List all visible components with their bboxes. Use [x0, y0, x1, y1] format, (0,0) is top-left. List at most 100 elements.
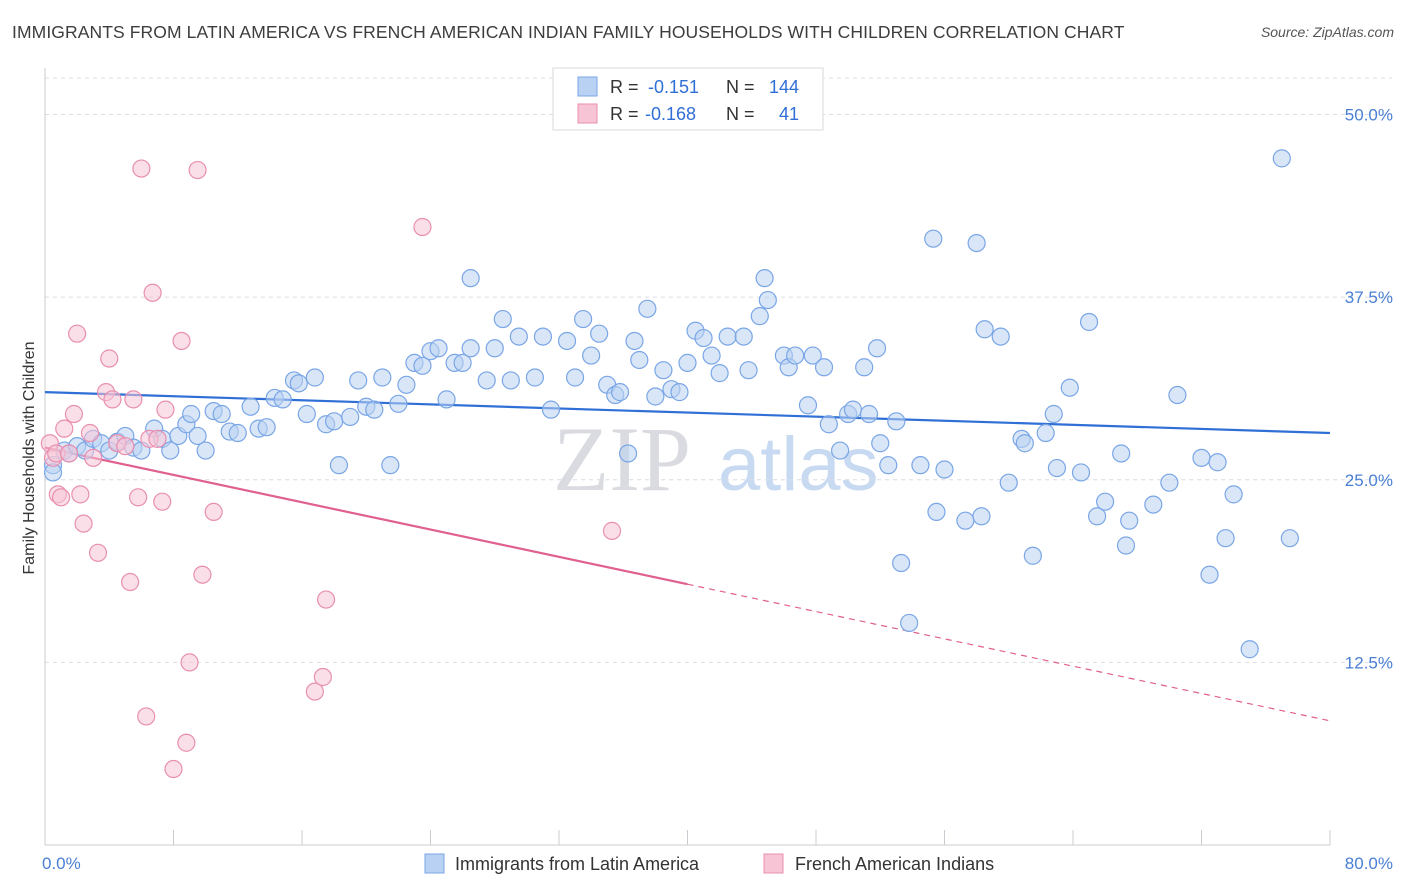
data-point-pink	[132, 159, 151, 178]
trend-line-blue	[44, 391, 1331, 435]
data-point-blue	[718, 327, 737, 346]
data-point-blue	[1216, 529, 1235, 548]
data-point-blue	[533, 327, 553, 346]
data-point-pink	[204, 502, 223, 522]
series-legend-label-2: French American Indians	[795, 854, 994, 874]
data-point-pink	[80, 423, 100, 443]
data-point-blue	[429, 339, 448, 358]
data-point-blue	[694, 328, 713, 348]
data-point-blue	[739, 361, 758, 380]
data-point-blue	[927, 502, 946, 522]
data-point-blue	[1192, 448, 1211, 467]
data-point-blue	[1036, 423, 1055, 443]
data-point-pink	[74, 514, 93, 533]
data-point-blue	[525, 368, 545, 387]
series-legend-swatch-pink	[763, 853, 784, 874]
data-point-blue	[565, 368, 585, 387]
data-point-pink	[137, 707, 156, 726]
data-point-pink	[68, 324, 87, 343]
data-point-blue	[590, 324, 609, 343]
legend-n-value-1: 144	[769, 77, 799, 97]
data-point-pink	[71, 485, 90, 504]
data-point-blue	[182, 404, 201, 424]
data-point-blue	[241, 397, 260, 416]
y-axis-label: Family Households with Children	[21, 342, 38, 575]
trend-lines	[44, 391, 1331, 722]
data-point-blue	[212, 404, 231, 424]
data-point-pink	[156, 400, 175, 419]
x-tick-label-max: 80.0%	[1345, 854, 1393, 873]
data-point-blue	[1224, 485, 1243, 504]
series-legend-label-1: Immigrants from Latin America	[455, 854, 700, 874]
data-point-pink	[143, 283, 162, 302]
data-point-blue	[1044, 404, 1063, 424]
legend-r-value-1: -0.151	[648, 77, 699, 97]
data-point-blue	[1015, 434, 1034, 453]
data-point-blue	[618, 444, 638, 463]
y-tick-label: 25.0%	[1345, 471, 1393, 490]
x-tick-labels: 0.0% 80.0%	[42, 854, 1393, 873]
data-point-blue	[477, 371, 496, 390]
data-point-blue	[305, 368, 324, 387]
data-point-pink	[305, 682, 324, 701]
data-point-blue	[541, 400, 561, 419]
watermark-atlas: atlas	[718, 422, 879, 507]
data-point-blue	[329, 456, 349, 475]
legend-n-value-2: 41	[779, 104, 799, 124]
legend-r-label-2: R =	[610, 104, 639, 124]
data-point-blue	[325, 412, 344, 431]
x-tick-label-min: 0.0%	[42, 854, 81, 873]
data-point-pink	[172, 331, 191, 351]
data-point-blue	[924, 229, 943, 248]
data-point-blue	[485, 339, 504, 358]
legend-swatch-pink	[577, 103, 598, 124]
data-point-blue	[638, 299, 657, 318]
data-point-blue	[437, 390, 456, 409]
data-point-blue	[1200, 565, 1219, 584]
data-point-blue	[991, 327, 1010, 346]
data-point-blue	[625, 331, 644, 351]
data-point-blue	[755, 269, 774, 288]
data-point-blue	[509, 327, 528, 346]
data-point-blue	[461, 269, 480, 288]
data-point-blue	[999, 473, 1018, 492]
trend-line-pink	[44, 446, 688, 586]
data-point-blue	[389, 394, 408, 413]
data-point-pink	[316, 590, 336, 609]
data-point-blue	[365, 400, 384, 419]
data-point-blue	[879, 456, 898, 475]
data-point-blue	[786, 346, 805, 365]
data-point-blue	[803, 346, 822, 365]
legend-swatch-blue	[577, 76, 598, 97]
legend-r-value-2: -0.168	[645, 104, 696, 124]
data-point-blue	[228, 423, 247, 443]
data-point-pink	[88, 543, 108, 562]
series-legend: Immigrants from Latin America French Ame…	[424, 853, 994, 874]
data-point-blue	[1280, 529, 1299, 548]
data-point-pink	[64, 404, 84, 424]
source-label: Source: ZipAtlas.com	[1260, 24, 1394, 40]
data-point-blue	[678, 353, 697, 372]
series-blue	[43, 149, 1299, 659]
data-point-blue	[161, 441, 180, 460]
data-point-blue	[188, 426, 207, 446]
data-point-blue	[413, 356, 432, 375]
data-point-blue	[855, 358, 874, 377]
data-point-blue	[646, 387, 665, 406]
data-point-blue	[257, 418, 276, 437]
data-point-blue	[967, 233, 986, 253]
chart-title: IMMIGRANTS FROM LATIN AMERICA VS FRENCH …	[12, 22, 1125, 42]
data-point-blue	[975, 320, 994, 339]
data-point-blue	[734, 327, 753, 346]
trend-line-pink-extrapolated	[687, 583, 1331, 722]
data-point-pink	[55, 419, 74, 438]
data-point-blue	[1272, 149, 1291, 168]
legend-r-label-1: R =	[610, 77, 639, 97]
data-point-blue	[610, 383, 630, 402]
data-point-blue	[557, 331, 577, 351]
series-legend-swatch-blue	[424, 853, 445, 874]
data-point-pink	[602, 521, 622, 540]
data-point-blue	[911, 456, 930, 475]
data-point-blue	[630, 350, 649, 370]
